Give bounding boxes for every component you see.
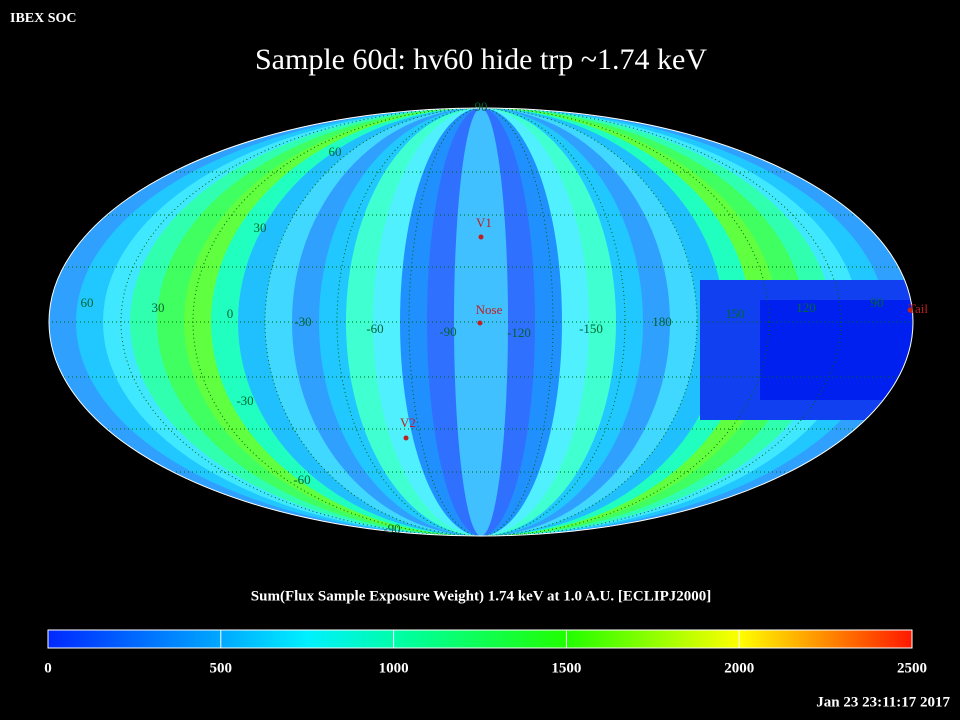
- map-outline: [48, 107, 914, 537]
- marker-label: Nose: [476, 302, 503, 317]
- longitude-label: 150: [725, 306, 745, 321]
- latitude-label: 90: [475, 99, 488, 114]
- marker-dot: [907, 307, 913, 313]
- longitude-label: 60: [81, 295, 94, 310]
- longitude-label: 120: [796, 300, 816, 315]
- marker-label: V1: [476, 215, 492, 230]
- map-region: [760, 300, 913, 400]
- colorbar-tick-label: 2500: [897, 660, 927, 676]
- latitude-label: -60: [293, 472, 310, 487]
- colorbar: [47, 629, 913, 649]
- longitude-label: -60: [366, 321, 383, 336]
- longitude-label: 30: [152, 300, 165, 315]
- colorbar-label: Sum(Flux Sample Exposure Weight) 1.74 ke…: [251, 588, 711, 604]
- marker-dot: [478, 234, 484, 240]
- marker-dot: [403, 435, 409, 441]
- longitude-label: -90: [439, 324, 456, 339]
- marker-label: Tail: [908, 301, 928, 316]
- latitude-label: 60: [329, 144, 342, 159]
- colorbar-tick-label: 1500: [551, 660, 581, 676]
- marker-dot: [477, 320, 483, 326]
- latitude-label: -30: [236, 393, 253, 408]
- colorbar-tick-label: 1000: [379, 660, 409, 676]
- longitude-label: 90: [871, 295, 884, 310]
- longitude-label: 180: [652, 314, 672, 329]
- longitude-label: -30: [294, 314, 311, 329]
- latitude-label: -90: [383, 521, 400, 536]
- timestamp: Jan 23 23:11:17 2017: [816, 694, 950, 710]
- latitude-label: 30: [254, 220, 267, 235]
- title: Sample 60d: hv60 hide trp ~1.74 keV: [255, 43, 707, 76]
- corner-label: IBEX SOC: [10, 11, 77, 26]
- colorbar-tick-label: 2000: [724, 660, 754, 676]
- marker-label: V2: [400, 415, 416, 430]
- colorbar-tick-label: 0: [44, 660, 52, 676]
- longitude-label: -150: [579, 321, 603, 336]
- longitude-label: -120: [507, 325, 531, 340]
- longitude-label: 0: [227, 306, 234, 321]
- colorbar-tick-label: 500: [210, 660, 233, 676]
